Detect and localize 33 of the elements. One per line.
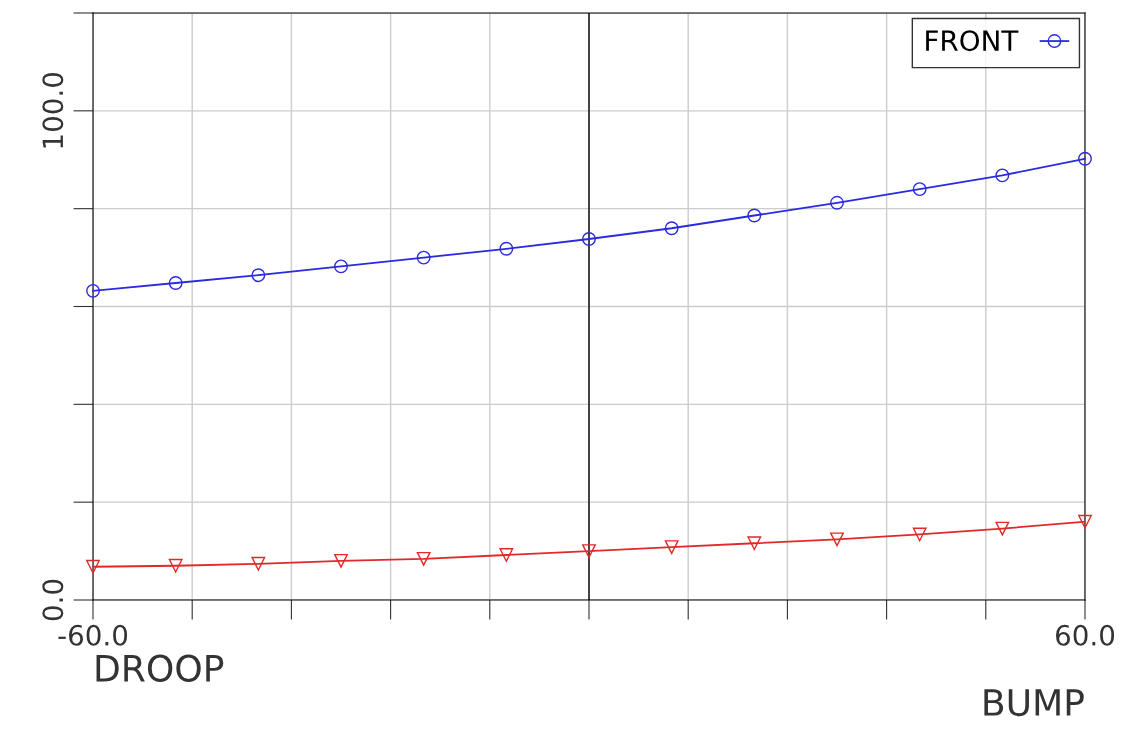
x-tick-label: 60.0 <box>1056 624 1115 646</box>
point <box>664 540 679 555</box>
point <box>334 553 348 568</box>
point <box>747 536 762 551</box>
point <box>1078 514 1092 529</box>
point <box>86 559 100 574</box>
legend-label: FRONT <box>926 30 1019 52</box>
point <box>747 208 762 223</box>
point <box>251 556 266 571</box>
point <box>499 241 514 256</box>
point <box>664 221 679 236</box>
point <box>912 527 927 542</box>
point <box>912 182 927 197</box>
point <box>416 250 431 265</box>
point <box>334 259 348 274</box>
x-axis-title: DROOP <box>96 654 224 682</box>
point <box>995 168 1010 183</box>
point <box>995 521 1010 536</box>
point <box>1078 151 1092 166</box>
point <box>582 232 596 246</box>
point <box>830 195 844 210</box>
y-tick-label: 100.0 <box>42 72 64 148</box>
point <box>582 544 596 559</box>
point <box>499 548 514 562</box>
text: BUMP <box>984 689 1084 717</box>
y-tick-label: 0.0 <box>42 579 64 621</box>
point <box>251 268 266 283</box>
point <box>86 283 100 298</box>
point <box>168 276 183 290</box>
point <box>416 551 431 566</box>
point <box>830 532 844 547</box>
point <box>168 558 183 573</box>
x-tick-label: -60.0 <box>58 624 128 646</box>
